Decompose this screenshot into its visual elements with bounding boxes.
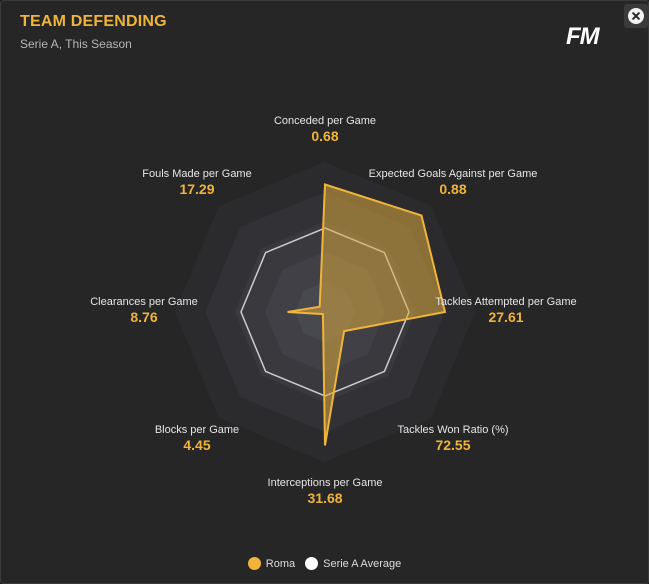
legend-item-serie-a-average[interactable]: Serie A Average [305, 557, 401, 570]
axis-label-blocks-per-game: Blocks per Game 4.45 [155, 424, 239, 453]
legend-dot-roma [247, 557, 261, 570]
close-icon [628, 8, 644, 24]
fm-logo: FM [566, 23, 600, 50]
panel-subtitle: Serie A, This Season [20, 37, 132, 51]
axis-label-interceptions-per-game: Interceptions per Game 31.68 [268, 477, 383, 506]
axis-label-expected-goals-against-per-game: Expected Goals Against per Game 0.88 [369, 168, 538, 197]
axis-label-tackles-attempted-per-game: Tackles Attempted per Game 27.61 [435, 296, 576, 325]
legend-item-roma[interactable]: Roma [247, 557, 296, 570]
axis-value: 17.29 [179, 181, 215, 197]
axis-name: Conceded per Game [273, 115, 377, 127]
panel-title: TEAM DEFENDING [20, 13, 167, 30]
axis-value: 4.45 [183, 437, 211, 453]
axis-value: 31.68 [307, 490, 343, 506]
axis-name: Expected Goals Against per Game [368, 168, 538, 180]
axis-label-conceded-per-game: Conceded per Game 0.68 [274, 115, 376, 144]
legend-label-roma: Roma [265, 557, 296, 570]
legend-label-serie-a-average: Serie A Average [323, 557, 402, 570]
axis-name: Clearances per Game [90, 296, 198, 308]
chart-legend: Roma Serie A Average [0, 557, 649, 570]
axis-value: 72.55 [435, 437, 471, 453]
axis-value: 8.76 [130, 309, 158, 325]
axis-name: Tackles Won Ratio (%) [397, 424, 509, 436]
close-button[interactable] [624, 4, 648, 28]
axis-label-clearances-per-game: Clearances per Game 8.76 [90, 296, 198, 325]
axis-label-tackles-won-ratio: Tackles Won Ratio (%) 72.55 [397, 424, 508, 453]
axis-name: Interceptions per Game [267, 477, 383, 489]
axis-value: 0.88 [439, 181, 467, 197]
axis-name: Tackles Attempted per Game [435, 296, 577, 308]
axis-name: Fouls Made per Game [142, 168, 252, 180]
axis-label-fouls-made-per-game: Fouls Made per Game 17.29 [142, 168, 251, 197]
axis-value: 0.68 [311, 128, 339, 144]
axis-name: Blocks per Game [154, 424, 240, 436]
axis-value: 27.61 [488, 309, 524, 325]
radar-series-roma [287, 183, 447, 446]
legend-dot-serie-a-average [305, 557, 319, 570]
